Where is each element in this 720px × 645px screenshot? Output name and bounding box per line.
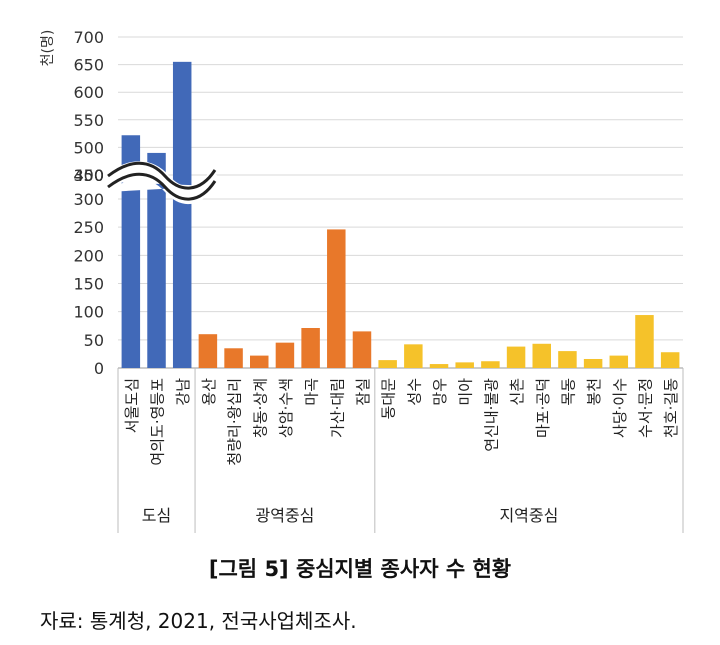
bar: [378, 360, 396, 368]
bar: [533, 344, 551, 368]
x-tick-label: 여의도·영등포: [149, 378, 167, 466]
y-tick-label: 550: [73, 111, 104, 130]
y-tick-label: 450: [73, 166, 104, 185]
x-tick-label: 미아: [457, 378, 475, 406]
x-tick-label: 가산·대림: [328, 378, 346, 438]
bar: [327, 229, 345, 368]
y-tick-label: 650: [73, 56, 104, 75]
group-label: 도심: [142, 506, 171, 525]
y-tick-label: 300: [73, 190, 104, 209]
bar: [635, 315, 653, 368]
x-tick-label: 용산: [200, 378, 218, 406]
source-note: 자료: 통계청, 2021, 전국사업체조사.: [40, 605, 357, 634]
gridlines: [118, 37, 683, 368]
bar: [430, 364, 448, 368]
x-tick-label: 신촌: [508, 378, 526, 406]
bar: [353, 331, 371, 368]
bars: [122, 62, 680, 368]
group-label: 지역중심: [499, 506, 558, 525]
x-tick-label: 동대문: [380, 378, 398, 420]
x-tick-label: 망우: [431, 378, 449, 406]
bar: [224, 348, 242, 368]
y-tick-label: 0: [94, 359, 104, 378]
y-tick-label: 50: [84, 331, 104, 350]
x-tick-label: 천호·길동: [662, 378, 680, 438]
y-tick-label: 200: [73, 246, 104, 265]
x-axis-labels: 서울도심 여의도·영등포 강남 용산 청량리·왕십리 창동·상계 상암·수색 마곡 가산·대림 잠…: [123, 378, 680, 466]
x-tick-label: 서울도심: [123, 378, 141, 433]
x-tick-label: 연신내·불광: [482, 378, 500, 452]
y-axis-ticks: 0501001502002503003504004505005506006507…: [73, 28, 104, 378]
x-tick-label: 사당·이수: [611, 378, 629, 438]
figure-caption: [그림 5] 중심지별 종사자 수 현황: [0, 553, 720, 583]
group-label: 광역중심: [255, 506, 314, 525]
bar: [584, 359, 602, 368]
bar-chart: 0501001502002503003504004505005506006507…: [0, 0, 720, 545]
bar: [250, 356, 268, 368]
x-tick-label: 수서·문정: [636, 378, 654, 438]
x-tick-label: 마포·공덕: [534, 378, 552, 438]
y-axis-label: 천(명): [40, 30, 56, 67]
x-tick-label: 봉천: [585, 378, 603, 406]
x-tick-label: 목동: [559, 378, 577, 406]
bar: [507, 347, 525, 368]
x-tick-label: 잠실: [354, 378, 372, 406]
y-tick-label: 150: [73, 275, 104, 294]
y-tick-label: 600: [73, 83, 104, 102]
x-tick-label: 창동·상계: [251, 378, 269, 438]
x-tick-label: 강남: [174, 378, 192, 406]
y-tick-label: 100: [73, 303, 104, 322]
bar: [173, 62, 191, 368]
bar: [301, 328, 319, 368]
y-tick-label: 700: [73, 28, 104, 47]
bar: [661, 352, 679, 368]
x-tick-label: 청량리·왕십리: [226, 378, 244, 466]
bar: [481, 361, 499, 368]
x-tick-label: 상암·수색: [277, 378, 295, 438]
y-tick-label: 250: [73, 218, 104, 237]
bar: [610, 356, 628, 368]
x-tick-label: 마곡: [303, 378, 321, 406]
bar: [199, 334, 217, 368]
bar: [276, 343, 294, 368]
bar: [404, 344, 422, 368]
y-tick-label: 500: [73, 138, 104, 157]
x-tick-label: 성수: [405, 378, 423, 406]
bar: [558, 351, 576, 368]
bar: [455, 362, 473, 368]
